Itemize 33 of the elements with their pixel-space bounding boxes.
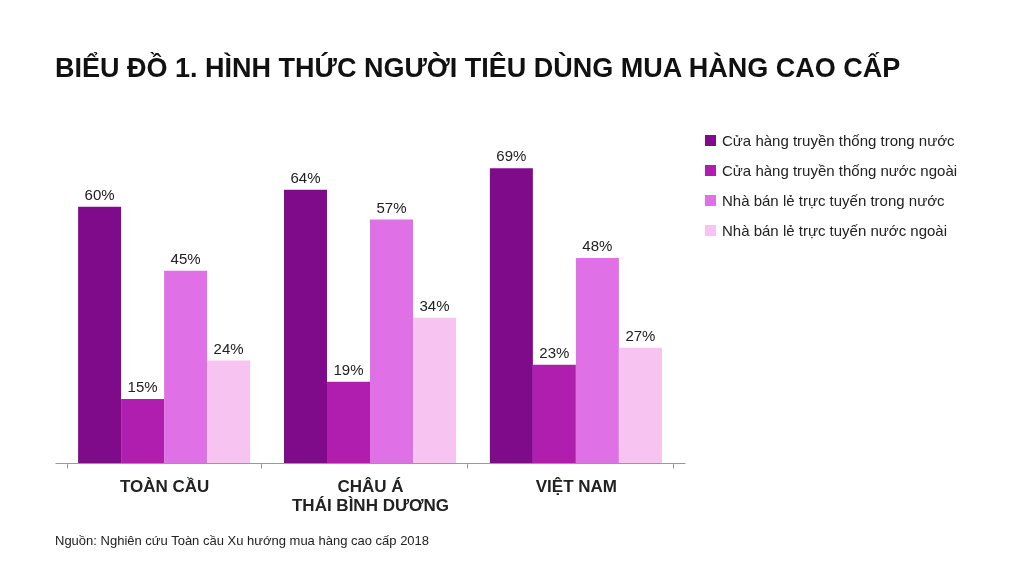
bar xyxy=(283,189,327,463)
bar xyxy=(618,347,662,463)
x-tick-label: TOÀN CẦU xyxy=(119,476,210,496)
legend-label: Nhà bán lẻ trực tuyến nước ngoài xyxy=(722,221,948,239)
data-label: 57% xyxy=(376,198,407,216)
bar xyxy=(78,206,122,463)
bar xyxy=(164,270,208,463)
bar xyxy=(413,317,457,463)
data-label: 27% xyxy=(625,326,656,344)
bar xyxy=(575,258,619,463)
data-label: 69% xyxy=(496,147,527,165)
data-label: 48% xyxy=(582,237,613,255)
data-label: 45% xyxy=(170,249,201,267)
legend-label: Cửa hàng truyền thống trong nước xyxy=(722,131,956,149)
data-label: 60% xyxy=(84,185,115,203)
legend-label: Cửa hàng truyền thống nước ngoài xyxy=(722,161,958,179)
bar xyxy=(326,381,370,463)
bar xyxy=(489,168,533,463)
data-label: 34% xyxy=(419,296,450,314)
bar xyxy=(207,360,251,463)
data-label: 24% xyxy=(213,339,244,357)
bar xyxy=(121,398,165,463)
data-label: 64% xyxy=(290,168,321,186)
text: Nguồn: Nghiên cứu Toàn cầu Xu hướng mua hàng cao cấp 2018 xyxy=(55,533,430,548)
x-tick-label: VIỆT NAM xyxy=(535,476,617,496)
data-label: 23% xyxy=(539,343,570,361)
data-label: 19% xyxy=(333,360,364,378)
bar xyxy=(532,364,576,463)
data-label: 15% xyxy=(127,377,158,395)
bar xyxy=(370,219,414,463)
chart-title: BIỂU ĐỒ 1. HÌNH THỨC NGƯỜI TIÊU DÙNG MUA HÀNG CAO CẤP xyxy=(55,52,901,83)
legend-label: Nhà bán lẻ trực tuyến trong nước xyxy=(722,191,946,209)
x-tick-label: CHÂU Á THÁI BÌNH DƯƠNG xyxy=(291,476,450,515)
